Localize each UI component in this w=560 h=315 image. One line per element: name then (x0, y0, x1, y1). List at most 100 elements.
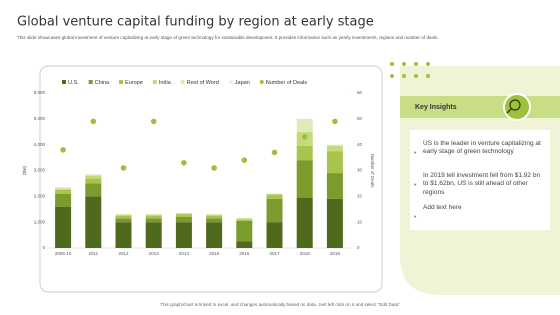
bar-segment (326, 144, 343, 146)
deal-dot (271, 149, 278, 156)
legend-label: Japan (235, 80, 250, 86)
x-tick-label: 2012 (118, 251, 129, 256)
bar-segment (55, 193, 72, 207)
insight-icon (503, 93, 531, 121)
bullet-box (410, 130, 550, 230)
bar-segment (145, 215, 162, 219)
bar-segment (236, 241, 253, 248)
bar-segment (206, 218, 223, 223)
bullet-markers: • • • (414, 150, 417, 221)
legend-swatch (259, 80, 264, 84)
deco-dot (426, 62, 430, 66)
bar-segment (296, 145, 313, 161)
bar-segment (266, 222, 283, 248)
legend-label: Europe (125, 80, 143, 86)
deal-dot (332, 118, 338, 125)
slide-subtitle: This slide showcases global investment o… (17, 35, 439, 40)
legend-label: India (159, 80, 172, 86)
legend-label: China (95, 80, 110, 86)
bar-segment (175, 217, 192, 223)
x-tick-label: 2015 (209, 251, 220, 256)
bar-segment (55, 188, 72, 190)
y2-tick-label: 30 (357, 168, 363, 173)
bar-segment (326, 198, 343, 248)
deco-dot (414, 74, 418, 78)
deal-dot (211, 165, 217, 171)
bar-segment (115, 218, 132, 223)
bar-segment (206, 215, 223, 219)
bar-segment (266, 195, 283, 199)
bar-segment (296, 118, 313, 132)
bar-segment (326, 145, 343, 152)
x-tick-label: 2019 (330, 251, 341, 256)
x-tick-label: 2005-10 (55, 251, 72, 256)
bar-segment (55, 187, 72, 189)
slide-title: Global venture capital funding by region… (17, 15, 374, 30)
bullet: US is the leader in venture capitalizing… (423, 140, 541, 156)
deco-dot (426, 74, 430, 78)
legend-swatch (228, 80, 233, 84)
x-tick-label: 2018 (300, 251, 311, 256)
icon-lens (509, 99, 521, 111)
bar-segment (55, 206, 72, 248)
bar-segment (115, 215, 132, 219)
bar-segment (326, 151, 343, 174)
y-tick-label: 4,000 (34, 142, 46, 147)
deco-dot (414, 62, 418, 66)
footer: This graph/chart is linked to excel, and… (160, 302, 400, 307)
x-tick-label: 2013 (149, 251, 160, 256)
y-tick-label: 3,000 (34, 168, 46, 173)
bar-segment (236, 219, 253, 221)
x-tick-label: 2014 (179, 251, 190, 256)
insight-title: Key Insights (415, 104, 457, 111)
deal-dot (181, 159, 187, 166)
bar-segment (296, 160, 313, 198)
x-tick-label: 2016 (239, 251, 250, 256)
deco-dot (402, 74, 406, 78)
y2-tick-label: 20 (357, 194, 363, 199)
bar-segment (326, 173, 343, 199)
x-tick-label: 2011 (88, 251, 98, 256)
deal-dot (60, 147, 66, 153)
deal-dot (90, 118, 97, 125)
legend-label: Number of Deals (266, 80, 308, 86)
bar-segment (236, 220, 253, 242)
bar-segment (145, 218, 162, 223)
y2-tick-label: 60 (357, 90, 363, 95)
x-tick-label: 2017 (269, 251, 280, 256)
legend-swatch (180, 80, 185, 84)
y-tick-label: 2,000 (34, 194, 46, 199)
bar-segment (296, 197, 313, 248)
y-tick-label: 0 (42, 245, 45, 250)
bar-segment (175, 213, 192, 215)
bar-segment (206, 214, 223, 216)
bar-segment (206, 222, 223, 248)
bar-segment (85, 175, 102, 179)
bar-segment (266, 198, 283, 223)
y2-tick-label: 40 (357, 142, 363, 147)
bar-segment (85, 178, 102, 184)
bar-segment (266, 193, 283, 196)
y2-tick-label: 0 (357, 245, 360, 250)
deal-dot (120, 165, 127, 171)
y-axis-title: ($M) (22, 165, 27, 175)
bar-segment (115, 214, 132, 216)
legend-swatch (119, 80, 124, 84)
y-tick-label: 5,000 (34, 116, 46, 121)
y2-axis-title: Number of Deals (370, 154, 375, 189)
bar-segment (85, 196, 102, 248)
bar-segment (85, 174, 102, 176)
deco-dot (390, 74, 394, 78)
y2-tick-label: 10 (357, 219, 363, 224)
bar-segment (236, 218, 253, 220)
bar-segment (55, 189, 72, 194)
bar-segment (145, 214, 162, 216)
deco-dot (390, 62, 394, 66)
legend-swatch (62, 80, 66, 84)
bar-segment (175, 214, 192, 217)
deco-dot (402, 62, 406, 66)
deal-dot (301, 134, 308, 140)
icon-handle (506, 108, 512, 114)
y2-tick-label: 50 (357, 116, 363, 121)
